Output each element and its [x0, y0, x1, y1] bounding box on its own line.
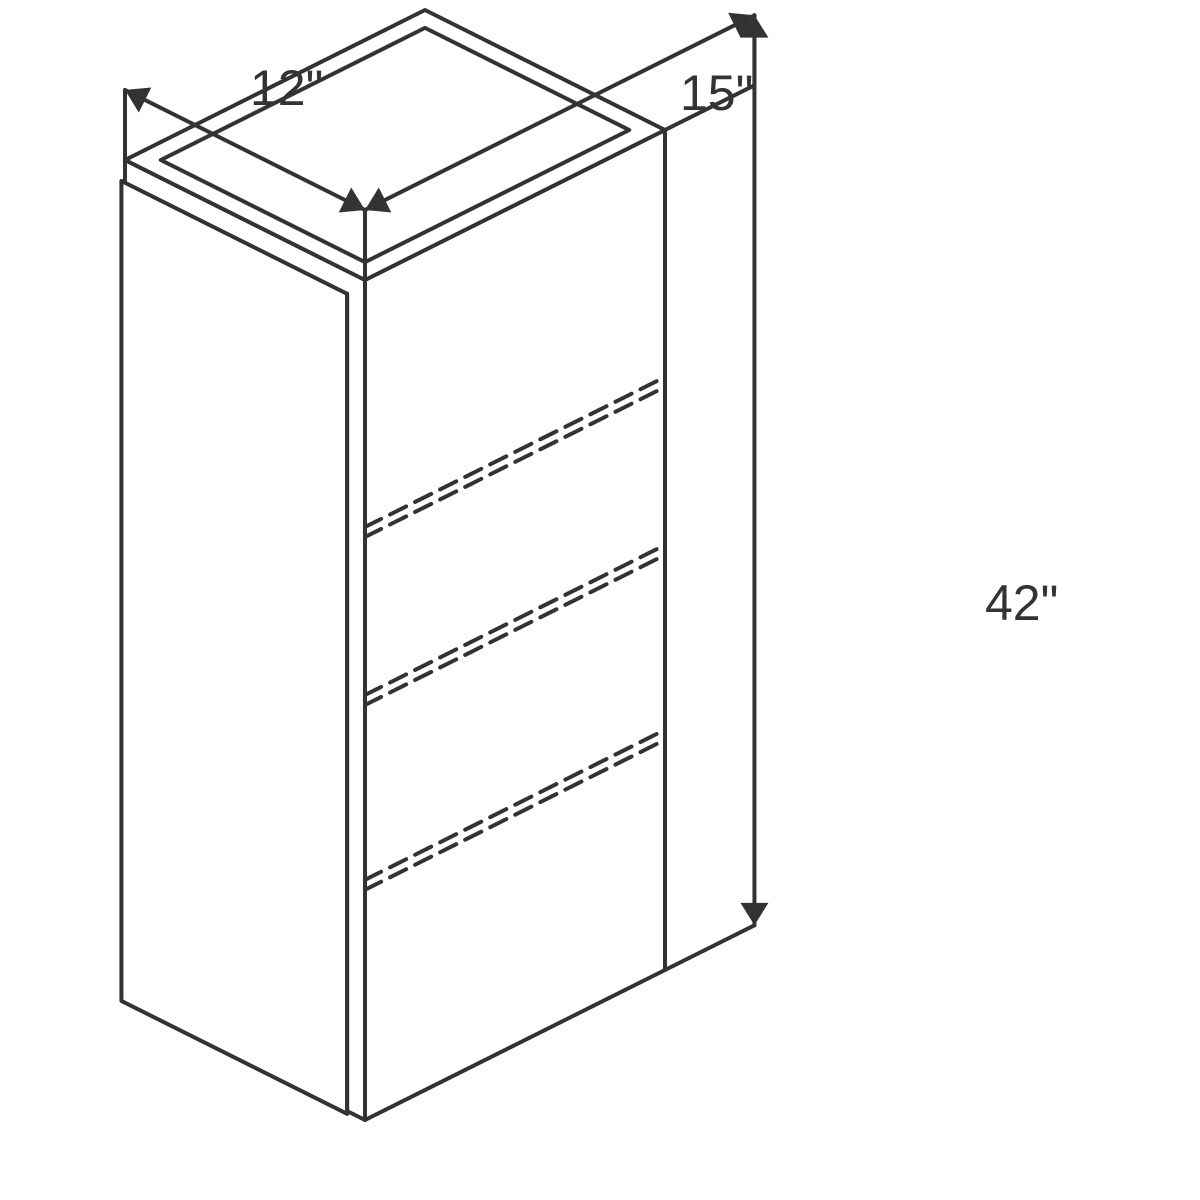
- dimension-height-label: 42": [985, 575, 1058, 631]
- dimension-depth-label: 12": [250, 60, 323, 116]
- cabinet-diagram: 12" 15" 42": [0, 0, 1200, 1200]
- dimension-width-label: 15": [680, 65, 753, 121]
